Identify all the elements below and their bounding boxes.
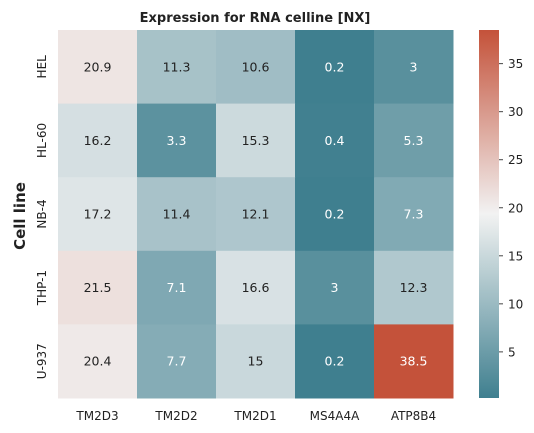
heatmap-cell (216, 324, 296, 399)
heatmap-cell (58, 324, 138, 399)
y-tick-label: THP-1 (35, 270, 49, 306)
cell-value-label: 20.4 (84, 354, 112, 369)
x-tick-label: ATP8B4 (391, 409, 436, 423)
colorbar-tick-label: 20 (508, 201, 523, 215)
y-tick-label: HEL (35, 55, 49, 79)
cell-value-label: 0.2 (325, 207, 345, 222)
heatmap-cell (216, 30, 296, 105)
cell-value-label: 3.3 (167, 133, 187, 148)
cell-value-label: 3 (410, 59, 418, 74)
cell-value-label: 10.6 (242, 59, 270, 74)
colorbar-tick-label: 35 (508, 57, 523, 71)
cell-value-label: 20.9 (84, 59, 112, 74)
heatmap-cell (374, 324, 454, 399)
heatmap-cell-labels: 20.9 11.3 10.6 0.2 3 16.2 3.3 15.3 0.4 5.3 17.2 11.… (84, 59, 428, 368)
cell-value-label: 11.4 (163, 207, 191, 222)
cell-value-label: 21.5 (84, 280, 112, 295)
cell-value-label: 0.4 (325, 133, 345, 148)
colorbar (479, 30, 499, 398)
colorbar-ticks: 5 10 15 20 25 30 35 (499, 57, 523, 359)
heatmap-cell (137, 177, 217, 252)
cell-value-label: 12.3 (400, 280, 428, 295)
cell-value-label: 3 (331, 280, 339, 295)
heatmap-cell (295, 103, 375, 178)
cell-value-label: 11.3 (163, 59, 191, 74)
heatmap-cell (137, 30, 217, 105)
heatmap-cell (58, 250, 138, 325)
colorbar-tick-label: 15 (508, 249, 523, 263)
cell-value-label: 7.7 (167, 354, 187, 369)
cell-value-label: 38.5 (400, 354, 428, 369)
cell-value-label: 17.2 (84, 207, 112, 222)
y-tick-label: HL-60 (35, 123, 49, 158)
heatmap-cell (216, 250, 296, 325)
heatmap-cell (137, 324, 217, 399)
colorbar-tick-label: 30 (508, 105, 523, 119)
cell-value-label: 7.3 (404, 207, 424, 222)
cell-value-label: 16.2 (84, 133, 112, 148)
cell-value-label: 0.2 (325, 59, 345, 74)
heatmap-cell (295, 250, 375, 325)
cell-value-label: 15.3 (242, 133, 270, 148)
cell-value-label: 16.6 (242, 280, 270, 295)
y-tick-label: U-937 (35, 343, 49, 379)
heatmap-cell (216, 177, 296, 252)
y-tick-label: NB-4 (35, 199, 49, 228)
x-tick-label: TM2D2 (154, 409, 197, 423)
colorbar-tick-label: 5 (508, 345, 516, 359)
cell-value-label: 12.1 (242, 207, 270, 222)
x-tick-label: TM2D1 (233, 409, 276, 423)
cell-value-label: 15 (248, 354, 264, 369)
colorbar-tick-label: 25 (508, 153, 523, 167)
heatmap-cell (216, 103, 296, 178)
heatmap-cell (374, 30, 454, 105)
y-tick-labels: HEL HL-60 NB-4 THP-1 U-937 (35, 55, 49, 379)
heatmap-cell (58, 30, 138, 105)
x-tick-label: TM2D3 (75, 409, 118, 423)
cell-value-label: 0.2 (325, 354, 345, 369)
heatmap-cell (374, 250, 454, 325)
chart-title: Expression for RNA celline [NX] (140, 11, 371, 26)
cell-value-label: 7.1 (167, 280, 187, 295)
heatmap-cell (137, 103, 217, 178)
heatmap-cells (58, 30, 454, 399)
heatmap-cell (58, 103, 138, 178)
x-tick-label: MS4A4A (310, 409, 360, 423)
x-tick-labels: TM2D3 TM2D2 TM2D1 MS4A4A ATP8B4 (75, 409, 436, 423)
heatmap-cell (295, 30, 375, 105)
heatmap-cell (374, 177, 454, 252)
colorbar-tick-label: 10 (508, 297, 523, 311)
y-axis-label: Cell line (11, 182, 29, 250)
heatmap-cell (58, 177, 138, 252)
heatmap-cell (295, 177, 375, 252)
heatmap-cell (295, 324, 375, 399)
cell-value-label: 5.3 (404, 133, 424, 148)
heatmap-cell (137, 250, 217, 325)
heatmap-cell (374, 103, 454, 178)
